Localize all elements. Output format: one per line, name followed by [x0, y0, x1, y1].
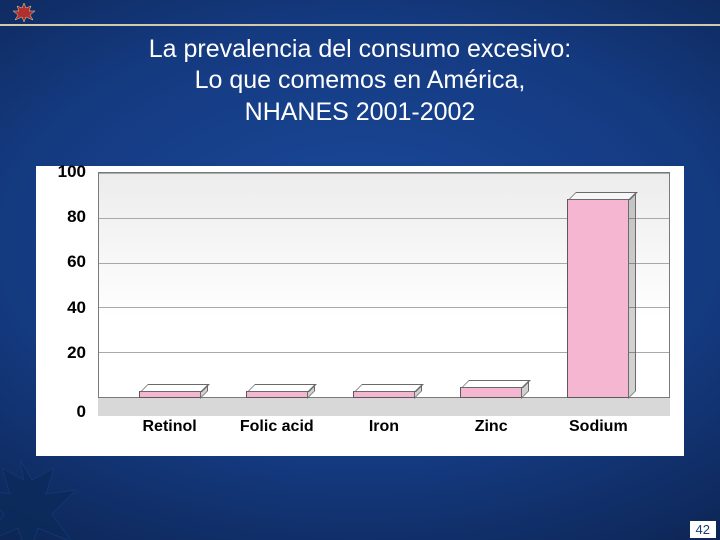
top-band: [0, 0, 720, 26]
x-label: Zinc: [446, 418, 536, 442]
corner-leaf-decoration: [0, 430, 130, 540]
slide-title: La prevalencia del consumo excesivo: Lo …: [0, 30, 720, 128]
y-tick: 60: [36, 255, 94, 269]
slide: La prevalencia del consumo excesivo: Lo …: [0, 0, 720, 540]
bar: [353, 391, 415, 398]
title-line-2: Lo que comemos en América,: [40, 65, 680, 96]
x-label: Sodium: [553, 418, 643, 442]
bars-group: [98, 172, 670, 398]
y-tick: 80: [36, 210, 94, 224]
title-line-1: La prevalencia del consumo excesivo:: [40, 34, 680, 65]
x-label: Folic acid: [232, 418, 322, 442]
y-axis: 100 80 60 40 20 0: [36, 172, 94, 412]
bar: [567, 199, 629, 398]
x-label: Retinol: [125, 418, 215, 442]
chart-floor: [98, 398, 670, 416]
y-tick: 20: [36, 346, 94, 360]
y-tick: 40: [36, 301, 94, 315]
maple-leaf-logo: [4, 1, 44, 23]
bar: [246, 391, 308, 398]
x-axis: Retinol Folic acid Iron Zinc Sodium: [98, 418, 670, 442]
bar: [460, 387, 522, 398]
x-label: Iron: [339, 418, 429, 442]
chart-container: 100 80 60 40 20 0 RetinolFolic ac: [36, 166, 684, 456]
y-tick: 0: [36, 405, 94, 419]
page-number: 42: [690, 521, 716, 538]
bar: [139, 391, 201, 398]
plot-area: [98, 172, 670, 416]
y-tick: 100: [36, 165, 94, 179]
title-line-3: NHANES 2001-2002: [40, 97, 680, 128]
